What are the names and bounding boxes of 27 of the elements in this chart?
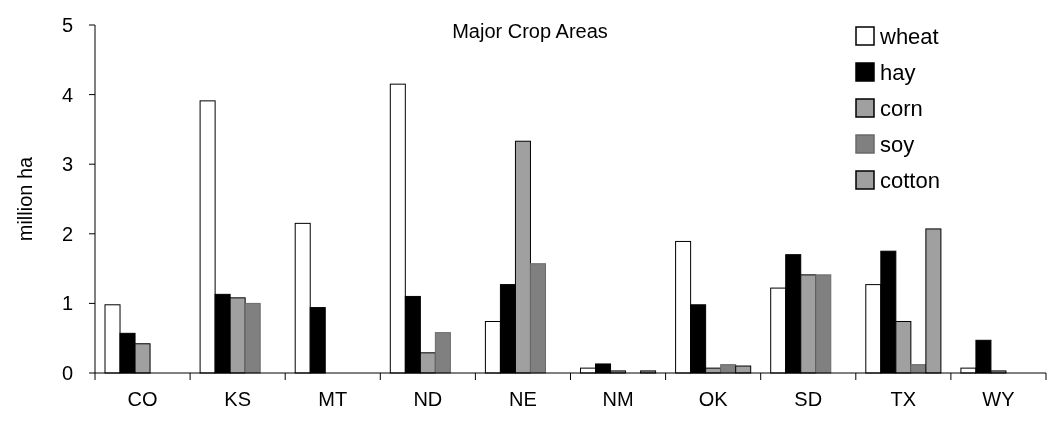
bar	[815, 274, 832, 374]
y-tick-label: 4	[61, 83, 73, 106]
x-tick-label: OK	[698, 388, 729, 410]
legend-label: soy	[880, 131, 915, 157]
x-tick-label: TX	[890, 388, 917, 410]
legend-label: hay	[880, 59, 916, 85]
x-tick-label: NE	[509, 388, 537, 410]
x-tick-label: MT	[318, 388, 348, 410]
x-tick-label: CO	[127, 388, 158, 410]
x-tick-label: WY	[982, 388, 1015, 410]
x-tick-label: NM	[602, 388, 634, 410]
bar	[529, 263, 546, 374]
legend-label: cotton	[880, 167, 940, 193]
bar	[244, 302, 261, 374]
x-tick-label: ND	[413, 388, 443, 410]
y-tick-label: 5	[61, 14, 73, 36]
legend-label: wheat	[879, 23, 939, 49]
y-tick-label: 0	[61, 362, 73, 384]
y-tick-label: 2	[61, 222, 73, 245]
x-tick-label: KS	[224, 388, 251, 410]
y-tick-label: 1	[61, 292, 73, 315]
legend-label: corn	[880, 95, 923, 121]
y-tick-label: 3	[61, 153, 73, 176]
chart-title: Major Crop Areas	[452, 20, 608, 42]
x-tick-label: SD	[794, 388, 823, 410]
bar	[434, 332, 451, 374]
y-axis-title: million ha	[14, 155, 36, 242]
